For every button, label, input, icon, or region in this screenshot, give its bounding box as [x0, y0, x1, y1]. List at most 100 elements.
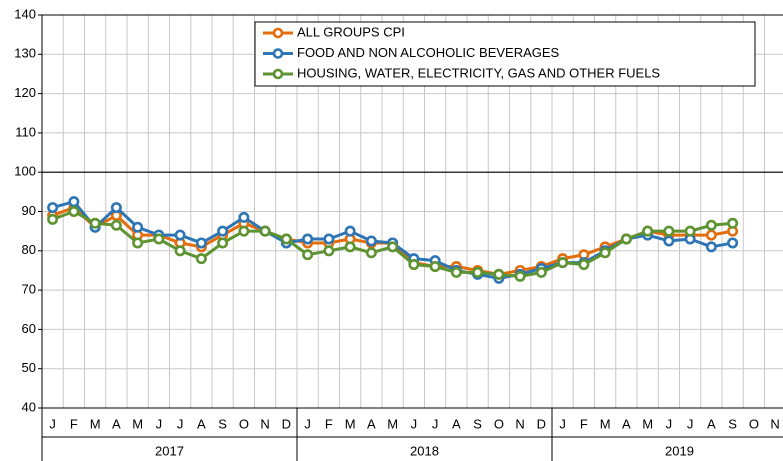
x-tick-label: S: [218, 416, 227, 431]
y-tick-label: 110: [15, 124, 36, 139]
x-tick-label: F: [580, 416, 588, 431]
x-tick-label: A: [452, 416, 461, 431]
y-tick-label: 120: [14, 85, 36, 100]
series-marker: [705, 219, 717, 231]
series-marker: [663, 235, 675, 247]
x-tick-label: J: [304, 416, 311, 431]
legend-label: ALL GROUPS CPI: [297, 24, 405, 39]
series-marker: [727, 217, 739, 229]
series-marker: [89, 217, 101, 229]
x-tick-label: F: [325, 416, 333, 431]
x-tick-label: J: [666, 416, 673, 431]
x-tick-label: M: [600, 416, 611, 431]
x-tick-label: J: [411, 416, 418, 431]
series-marker: [663, 225, 675, 237]
x-tick-label: A: [622, 416, 631, 431]
series-marker: [153, 233, 165, 245]
series-marker: [344, 241, 356, 253]
x-tick-label: J: [559, 416, 566, 431]
series-marker: [557, 257, 569, 269]
series-marker: [217, 237, 229, 249]
series-marker: [280, 233, 292, 245]
series-marker: [365, 247, 377, 259]
x-group-label: 2017: [155, 443, 184, 458]
x-tick-label: M: [345, 416, 356, 431]
x-tick-label: N: [515, 416, 524, 431]
series-marker: [705, 229, 717, 241]
series-marker: [217, 225, 229, 237]
series-marker: [110, 202, 122, 214]
x-tick-label: M: [90, 416, 101, 431]
x-tick-label: J: [156, 416, 163, 431]
x-tick-label: O: [494, 416, 504, 431]
series-marker: [47, 213, 59, 225]
series-marker: [642, 225, 654, 237]
series-marker: [302, 249, 314, 261]
series-marker: [68, 206, 80, 218]
series-marker: [705, 241, 717, 253]
series-marker: [727, 237, 739, 249]
x-tick-label: A: [367, 416, 376, 431]
series-marker: [47, 202, 59, 214]
y-tick-label: 140: [14, 6, 36, 21]
x-tick-label: F: [70, 416, 78, 431]
legend-marker: [272, 48, 284, 59]
y-tick-label: 130: [14, 46, 36, 61]
x-tick-label: O: [239, 416, 249, 431]
series-marker: [450, 266, 462, 278]
x-tick-label: N: [770, 416, 779, 431]
x-tick-label: N: [260, 416, 269, 431]
x-tick-label: D: [537, 416, 546, 431]
series-marker: [514, 270, 526, 282]
series-marker: [578, 259, 590, 271]
series-marker: [238, 225, 250, 237]
series-marker: [472, 266, 484, 278]
series-marker: [68, 196, 80, 208]
series-marker: [132, 237, 144, 249]
y-tick-label: 60: [22, 321, 36, 336]
x-tick-label: J: [49, 416, 56, 431]
x-group-label: 2019: [665, 443, 694, 458]
y-tick-label: 50: [22, 360, 36, 375]
series-marker: [302, 233, 314, 245]
series-marker: [174, 229, 186, 241]
series-marker: [323, 233, 335, 245]
x-tick-label: J: [177, 416, 184, 431]
x-tick-label: M: [387, 416, 398, 431]
series-marker: [387, 241, 399, 253]
series-marker: [365, 235, 377, 247]
y-tick-label: 80: [22, 242, 36, 257]
series-marker: [323, 245, 335, 257]
y-tick-label: 40: [22, 399, 36, 414]
series-marker: [195, 237, 207, 249]
series-marker: [429, 261, 441, 273]
x-tick-label: M: [642, 416, 653, 431]
legend-box: [254, 21, 756, 87]
series-marker: [620, 233, 632, 245]
x-tick-label: J: [687, 416, 694, 431]
series-marker: [174, 245, 186, 257]
x-tick-label: A: [197, 416, 206, 431]
x-tick-label: M: [132, 416, 143, 431]
series-marker: [599, 247, 611, 259]
series-marker: [684, 225, 696, 237]
x-group-label: 2018: [410, 443, 439, 458]
y-tick-label: 70: [22, 282, 36, 297]
series-marker: [195, 253, 207, 265]
series-marker: [493, 268, 505, 280]
x-tick-label: D: [282, 416, 291, 431]
legend-marker: [272, 27, 284, 39]
series-marker: [408, 259, 420, 271]
y-tick-label: 90: [22, 203, 36, 218]
series-marker: [132, 221, 144, 233]
x-tick-label: A: [112, 416, 121, 431]
legend-label: FOOD AND NON ALCOHOLIC BEVERAGES: [297, 45, 560, 60]
x-tick-label: S: [728, 416, 737, 431]
y-tick-label: 100: [14, 164, 36, 179]
series-marker: [110, 219, 122, 231]
series-marker: [259, 225, 271, 237]
series-marker: [238, 211, 250, 223]
legend-marker: [272, 68, 284, 80]
series-marker: [535, 266, 547, 278]
